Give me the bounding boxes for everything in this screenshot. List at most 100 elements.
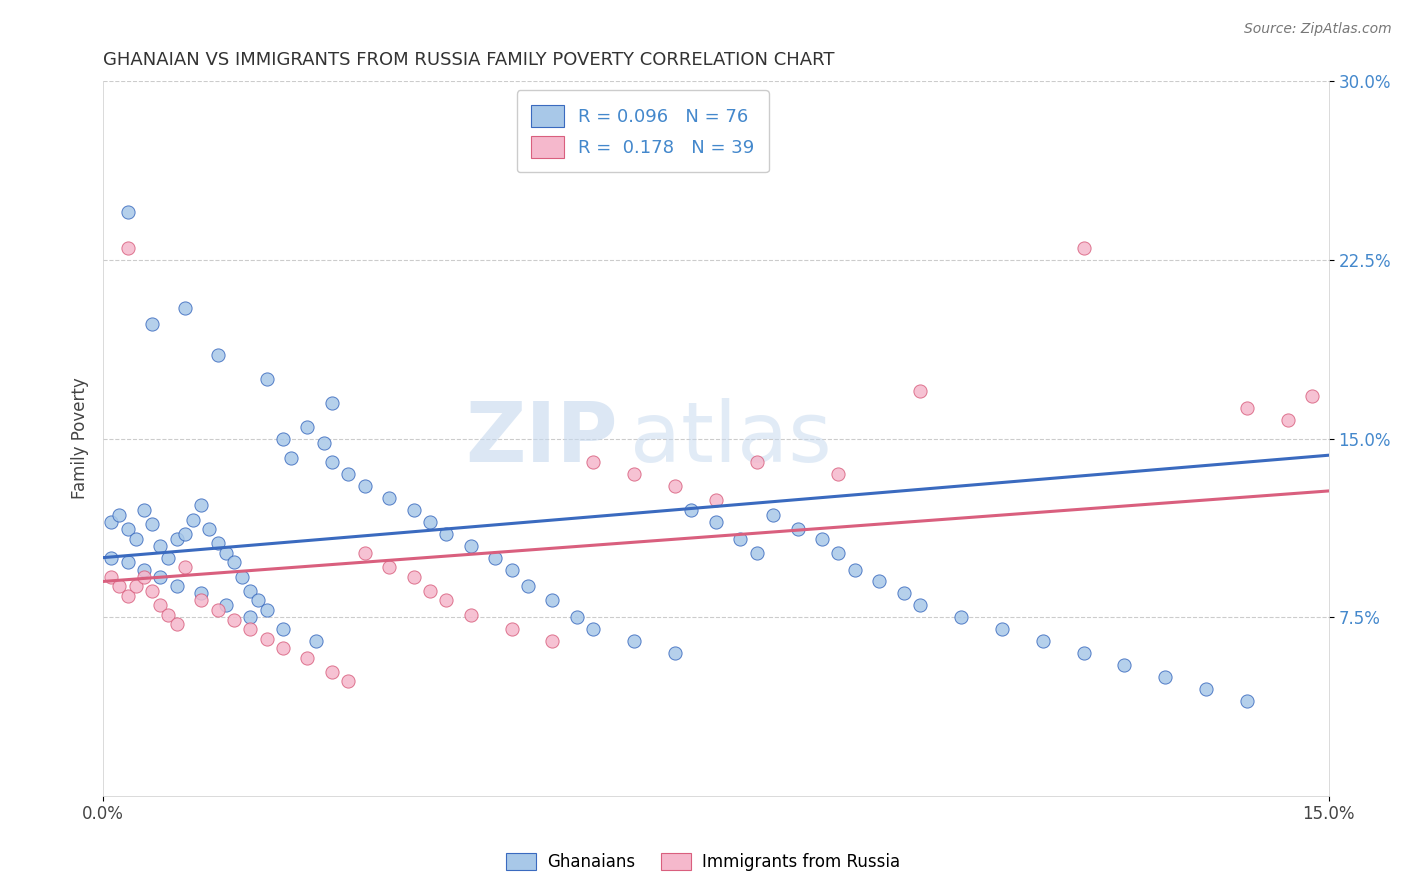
Point xyxy=(908,599,931,613)
Point xyxy=(132,562,155,576)
Point xyxy=(704,493,727,508)
Point xyxy=(100,550,122,565)
Point xyxy=(190,593,212,607)
Point xyxy=(271,641,294,656)
Point xyxy=(215,599,238,613)
Point xyxy=(402,503,425,517)
Point xyxy=(378,560,401,574)
Point xyxy=(1301,389,1323,403)
Point xyxy=(844,562,866,576)
Point xyxy=(681,503,703,517)
Point xyxy=(664,646,686,660)
Point xyxy=(434,593,457,607)
Text: atlas: atlas xyxy=(630,398,832,479)
Point xyxy=(198,522,221,536)
Point xyxy=(1114,657,1136,672)
Point xyxy=(623,467,645,482)
Point xyxy=(460,607,482,622)
Point xyxy=(1195,681,1218,696)
Point xyxy=(582,455,605,469)
Point xyxy=(1236,401,1258,415)
Point xyxy=(173,301,195,315)
Point xyxy=(207,536,229,550)
Point xyxy=(117,241,139,255)
Text: Source: ZipAtlas.com: Source: ZipAtlas.com xyxy=(1244,22,1392,37)
Point xyxy=(190,586,212,600)
Text: GHANAIAN VS IMMIGRANTS FROM RUSSIA FAMILY POVERTY CORRELATION CHART: GHANAIAN VS IMMIGRANTS FROM RUSSIA FAMIL… xyxy=(103,51,835,69)
Point xyxy=(460,539,482,553)
Point xyxy=(337,674,360,689)
Point xyxy=(991,622,1014,636)
Point xyxy=(239,584,262,599)
Point xyxy=(321,455,343,469)
Point xyxy=(125,532,148,546)
Point xyxy=(132,503,155,517)
Point xyxy=(190,498,212,512)
Point xyxy=(434,526,457,541)
Point xyxy=(125,579,148,593)
Point xyxy=(157,607,180,622)
Point xyxy=(132,569,155,583)
Point xyxy=(149,569,172,583)
Point xyxy=(827,467,849,482)
Text: ZIP: ZIP xyxy=(465,398,617,479)
Point xyxy=(166,579,188,593)
Point xyxy=(1032,634,1054,648)
Point xyxy=(117,522,139,536)
Point xyxy=(868,574,890,589)
Point xyxy=(908,384,931,398)
Point xyxy=(402,569,425,583)
Point xyxy=(378,491,401,505)
Point xyxy=(1277,412,1299,426)
Point xyxy=(117,555,139,569)
Point xyxy=(893,586,915,600)
Point xyxy=(141,517,163,532)
Point xyxy=(949,610,972,624)
Point xyxy=(623,634,645,648)
Point xyxy=(141,584,163,599)
Point xyxy=(1073,241,1095,255)
Point xyxy=(1154,670,1177,684)
Point xyxy=(484,550,506,565)
Point xyxy=(215,546,238,560)
Point xyxy=(239,622,262,636)
Point xyxy=(501,622,523,636)
Point xyxy=(297,650,319,665)
Point xyxy=(786,522,808,536)
Point xyxy=(141,318,163,332)
Point xyxy=(222,555,245,569)
Point xyxy=(239,610,262,624)
Point xyxy=(321,396,343,410)
Point xyxy=(271,432,294,446)
Point xyxy=(181,512,204,526)
Point xyxy=(100,569,122,583)
Point xyxy=(337,467,360,482)
Point xyxy=(582,622,605,636)
Point xyxy=(419,584,441,599)
Point xyxy=(256,372,278,386)
Point xyxy=(173,526,195,541)
Point xyxy=(321,665,343,679)
Point xyxy=(762,508,785,522)
Point xyxy=(256,603,278,617)
Point xyxy=(730,532,752,546)
Point xyxy=(517,579,540,593)
Point xyxy=(157,550,180,565)
Point xyxy=(166,617,188,632)
Point xyxy=(117,205,139,219)
Legend: R = 0.096   N = 76, R =  0.178   N = 39: R = 0.096 N = 76, R = 0.178 N = 39 xyxy=(516,90,769,172)
Point xyxy=(811,532,834,546)
Point xyxy=(166,532,188,546)
Point xyxy=(353,479,375,493)
Y-axis label: Family Poverty: Family Poverty xyxy=(72,377,89,500)
Point xyxy=(704,515,727,529)
Point xyxy=(541,634,564,648)
Point xyxy=(207,603,229,617)
Point xyxy=(304,634,326,648)
Point xyxy=(419,515,441,529)
Point xyxy=(664,479,686,493)
Point xyxy=(108,579,131,593)
Point xyxy=(149,599,172,613)
Point xyxy=(745,455,768,469)
Point xyxy=(108,508,131,522)
